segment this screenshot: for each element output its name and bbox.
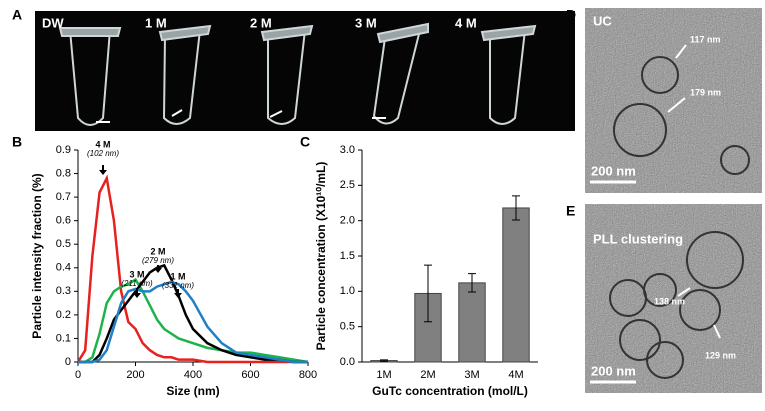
micrograph: UC 117 nm 179 nm 200 nm (585, 8, 762, 193)
micrograph-label: PLL clustering (593, 231, 683, 246)
size-label: 117 nm (690, 34, 721, 44)
y-axis-label: Particle concentration (X10¹⁰/mL) (314, 162, 328, 351)
y-tick-label: 0.7 (56, 191, 71, 203)
annotation-arrowhead (99, 170, 107, 175)
x-tick-label: 4M (508, 369, 523, 381)
panel-label: E (566, 203, 575, 219)
series-line (78, 280, 308, 364)
y-tick-label: 1.5 (340, 250, 355, 262)
y-tick-label: 0.6 (56, 215, 71, 227)
y-tick-label: 2.5 (340, 179, 355, 191)
photo-label: 4 M (455, 15, 477, 30)
annotation-arrowhead (133, 293, 141, 298)
photo-label: 2 M (250, 15, 272, 30)
size-label: 138 nm (654, 296, 685, 306)
x-tick-label: 800 (299, 369, 317, 381)
error-bar (468, 273, 476, 293)
y-tick-label: 0.3 (56, 285, 71, 297)
y-tick-label: 0.2 (56, 309, 71, 321)
y-tick-label: 2.0 (340, 215, 355, 227)
panel-label: A (12, 7, 22, 23)
annotation-note: (279 nm) (142, 256, 174, 265)
photo-label: 1 M (145, 15, 167, 30)
series-line (76, 174, 308, 364)
y-tick-label: 0.4 (56, 262, 71, 274)
annotation-label: 4 M (95, 139, 110, 149)
x-tick-label: 3M (464, 369, 479, 381)
annotation-note: (211 nm) (121, 279, 153, 288)
y-tick-label: 0.0 (340, 356, 355, 368)
error-bar (424, 264, 432, 323)
annotation-label: 3 M (129, 269, 144, 279)
annotation-arrowhead (174, 293, 182, 298)
y-tick-label: 0.1 (56, 332, 71, 344)
micrograph: PLL clustering 138 nm 129 nm 200 nm (585, 204, 762, 393)
micrograph-label: UC (593, 13, 612, 28)
bar (502, 207, 530, 363)
y-tick-label: 0 (65, 356, 71, 368)
annotation-label: 2 M (150, 246, 165, 256)
annotation-note: (331 nm) (162, 281, 194, 290)
arrows (96, 109, 386, 123)
x-tick-label: 2M (420, 369, 435, 381)
panel-label: B (12, 134, 22, 150)
y-tick-label: 3.0 (340, 144, 355, 156)
annotation-note: (102 nm) (87, 149, 119, 158)
y-axis-label: Particle intensity fraction (%) (30, 173, 44, 338)
y-tick-label: 0.9 (56, 144, 71, 156)
y-tick-label: 0.5 (56, 238, 71, 250)
x-axis-label: GuTc concentration (mol/L) (372, 384, 528, 398)
y-tick-label: 0.8 (56, 167, 71, 179)
scale-bar-label: 200 nm (591, 363, 636, 378)
x-tick-label: 400 (184, 369, 202, 381)
x-tick-label: 600 (241, 369, 259, 381)
series-line (78, 263, 308, 364)
error-bar (380, 359, 388, 362)
x-axis-label: Size (nm) (166, 384, 219, 398)
size-label: 179 nm (690, 87, 721, 97)
annotation-label: 1 M (170, 271, 185, 281)
error-bar (512, 195, 520, 221)
y-tick-label: 1.0 (340, 285, 355, 297)
photo-label: DW (42, 15, 64, 30)
tubes (58, 22, 537, 126)
photo-label: 3 M (355, 15, 377, 30)
annotation-arrowhead (154, 268, 162, 273)
y-tick-label: 0.5 (340, 321, 355, 333)
size-label: 129 nm (705, 350, 736, 360)
series-line (78, 277, 309, 364)
bar (458, 282, 486, 363)
x-tick-label: 200 (126, 369, 144, 381)
x-tick-label: 1M (376, 369, 391, 381)
x-tick-label: 0 (75, 369, 81, 381)
panel-label: C (300, 134, 310, 150)
scale-bar-label: 200 nm (591, 163, 636, 178)
